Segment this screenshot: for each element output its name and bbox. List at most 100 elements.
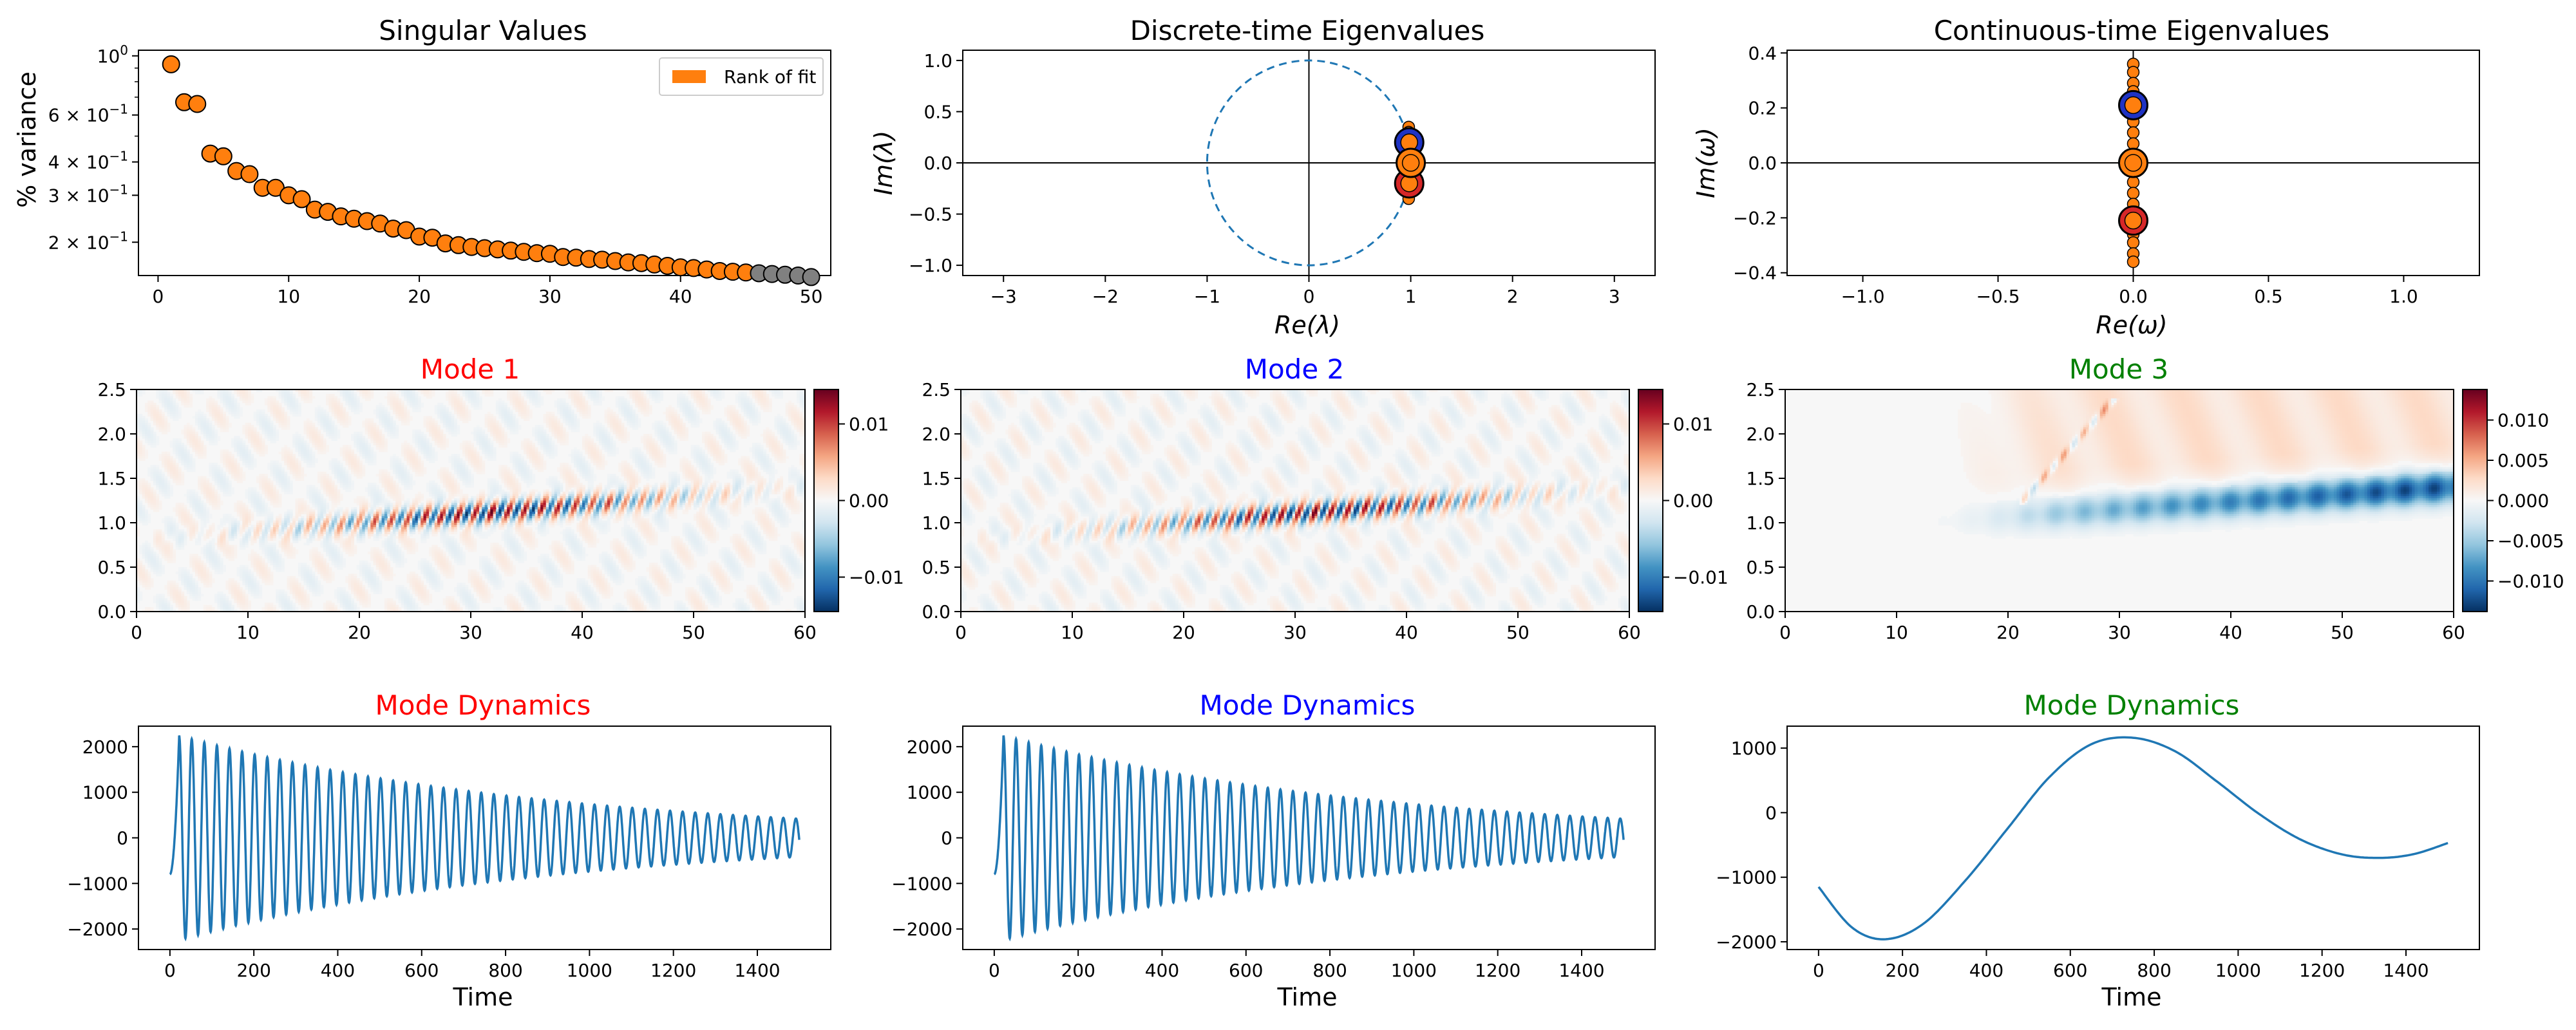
heatmap-cell [312,556,316,559]
heatmap-cell [287,391,290,395]
heatmap-cell [236,571,240,574]
heatmap-cell [225,595,229,599]
heatmap-cell [209,474,213,477]
heatmap-cell [158,598,162,601]
heatmap-cell [236,583,240,586]
heatmap-cell [173,600,176,603]
heatmap-cell [348,456,352,459]
y-tick-label: 0.4 [1748,42,1777,64]
heatmap-cell [345,389,349,393]
heatmap-cell [264,603,268,606]
singular-values-title: Singular Values [379,15,587,46]
heatmap-cell [289,393,293,397]
heatmap-cell [203,431,207,435]
heatmap-cell [331,560,335,563]
heatmap-cell [206,534,210,537]
heatmap-cell [203,456,207,459]
heatmap-cell [184,580,187,583]
heatmap-cell [209,543,213,546]
heatmap-cell [150,413,154,417]
heatmap-cell [169,407,173,410]
heatmap-cell [186,529,190,532]
heatmap-cell [306,604,310,608]
heatmap-cell [264,420,268,424]
heatmap-cell [259,487,263,490]
heatmap-cell [167,458,171,461]
heatmap-cell [181,536,185,539]
heatmap-cell [317,551,321,554]
heatmap-cell [312,514,316,517]
heatmap-cell [256,595,260,599]
heatmap-cell [306,598,310,601]
heatmap-cell [206,545,210,548]
heatmap-cell [203,413,207,417]
heatmap-cell [348,551,352,554]
heatmap-cell [309,491,313,494]
heatmap-cell [339,518,343,521]
heatmap-cell [314,502,318,505]
heatmap-cell [192,589,196,592]
heatmap-cell [348,520,352,523]
heatmap-cell [306,587,310,590]
heatmap-cell [139,445,143,448]
heatmap-cell [292,595,296,599]
heatmap-cell [314,447,318,450]
heatmap-cell [261,449,265,453]
heatmap-cell [270,422,274,426]
heatmap-cell [186,534,190,537]
heatmap-cell [351,607,354,610]
heatmap-cell [264,540,268,543]
heatmap-cell [173,449,176,453]
heatmap-cell [173,549,176,552]
heatmap-cell [175,409,179,413]
heatmap-cell [251,458,254,461]
heatmap-cell [270,398,274,401]
heatmap-cell [198,507,202,510]
heatmap-cell [211,416,215,419]
heatmap-cell [278,474,282,477]
heatmap-cell [351,485,354,488]
heatmap-cell [206,400,210,404]
heatmap-cell [256,416,260,419]
heatmap-cell [181,449,185,453]
heatmap-cell [323,558,327,561]
heatmap-cell [189,465,193,468]
heatmap-cell [295,398,299,401]
heatmap-cell [348,527,352,530]
heatmap-cell [248,491,251,494]
heatmap-cell [223,411,226,415]
heatmap-cell [345,445,349,448]
heatmap-cell [348,574,352,577]
heatmap-cell [303,523,307,526]
heatmap-cell [276,496,279,499]
heatmap-cell [334,489,337,492]
heatmap-cell [144,485,148,488]
heatmap-cell [161,411,165,415]
heatmap-cell [189,436,193,439]
heatmap-cell [348,480,352,483]
heatmap-cell [261,487,265,490]
heatmap-cell [343,518,346,521]
heatmap-cell [259,425,263,428]
heatmap-cell [200,509,204,512]
heatmap-cell [217,474,221,477]
heatmap-cell [289,551,293,554]
heatmap-cell [198,500,202,503]
heatmap-cell [203,485,207,488]
heatmap-cell [150,502,154,505]
heatmap-cell [301,607,305,610]
heatmap-cell [289,462,293,465]
heatmap-cell [231,595,234,599]
heatmap-cell [137,574,140,577]
heatmap-cell [153,465,156,468]
heatmap-cell [223,396,226,399]
heatmap-cell [303,427,307,430]
heatmap-cell [164,516,168,519]
heatmap-cell [261,491,265,494]
heatmap-cell [245,595,249,599]
heatmap-cell [301,604,305,608]
heatmap-cell [351,585,354,588]
heatmap-cell [228,558,232,561]
heatmap-cell [175,438,179,441]
heatmap-cell [139,425,143,428]
